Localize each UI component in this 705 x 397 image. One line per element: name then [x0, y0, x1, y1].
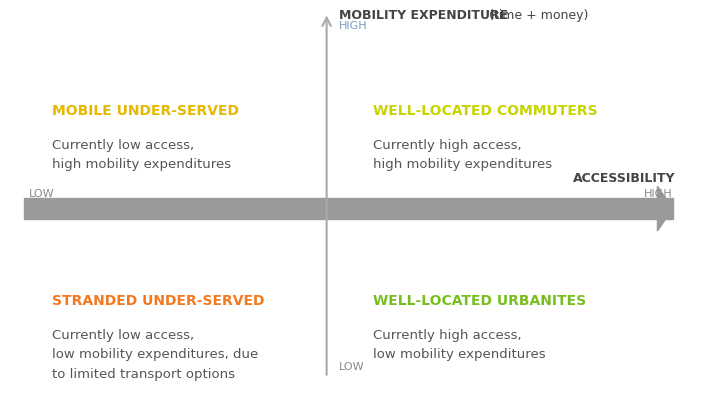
- Text: Currently low access,
high mobility expenditures: Currently low access, high mobility expe…: [51, 139, 231, 171]
- Text: HIGH: HIGH: [644, 189, 673, 199]
- Text: LOW: LOW: [30, 189, 55, 199]
- Text: ACCESSIBILITY: ACCESSIBILITY: [573, 172, 675, 185]
- Text: (time + money): (time + money): [485, 9, 588, 21]
- Text: STRANDED UNDER-SERVED: STRANDED UNDER-SERVED: [51, 294, 264, 308]
- Text: HIGH: HIGH: [339, 21, 368, 31]
- Polygon shape: [658, 186, 673, 231]
- Text: Currently high access,
low mobility expenditures: Currently high access, low mobility expe…: [374, 329, 546, 362]
- Text: WELL-LOCATED COMMUTERS: WELL-LOCATED COMMUTERS: [374, 104, 598, 118]
- Text: Currently low access,
low mobility expenditures, due
to limited transport option: Currently low access, low mobility expen…: [51, 329, 258, 381]
- Text: MOBILITY EXPENDITURE: MOBILITY EXPENDITURE: [339, 9, 508, 21]
- Text: MOBILE UNDER-SERVED: MOBILE UNDER-SERVED: [51, 104, 239, 118]
- Text: LOW: LOW: [339, 362, 364, 372]
- Text: Currently high access,
high mobility expenditures: Currently high access, high mobility exp…: [374, 139, 553, 171]
- Text: WELL-LOCATED URBANITES: WELL-LOCATED URBANITES: [374, 294, 587, 308]
- Bar: [24, 198, 673, 219]
